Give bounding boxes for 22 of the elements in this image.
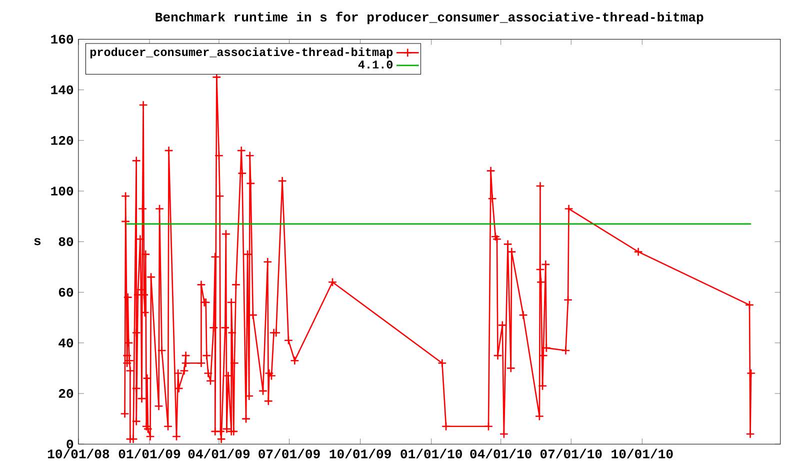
x-tick-label: 07/01/09 xyxy=(258,448,320,459)
y-tick-label: 160 xyxy=(51,34,74,44)
legend-label: producer_consumer_associative-thread-bitmap xyxy=(90,48,393,59)
y-tick-label: 120 xyxy=(51,136,74,146)
x-tick-label: 01/01/10 xyxy=(400,448,462,459)
y-tick-label: 100 xyxy=(51,186,74,196)
y-tick-label: 80 xyxy=(58,237,74,246)
y-tick-label: 60 xyxy=(58,288,74,297)
x-tick-label: 01/01/09 xyxy=(118,448,180,459)
x-tick-label: 07/01/10 xyxy=(540,448,602,459)
y-axis-title: s xyxy=(34,238,41,246)
y-tick-label: 40 xyxy=(58,338,74,348)
y-tick-label: 0 xyxy=(66,440,74,449)
x-tick-label: 04/01/09 xyxy=(188,448,250,459)
x-tick-label: 10/01/08 xyxy=(48,448,110,459)
chart-title: Benchmark runtime in s for producer_consumer_associative-thread-bitmap xyxy=(156,12,704,24)
x-tick-label: 04/01/10 xyxy=(470,448,532,459)
x-tick-label: 10/01/10 xyxy=(612,448,673,459)
y-tick-label: 140 xyxy=(51,86,74,94)
y-tick-label: 20 xyxy=(58,389,74,398)
legend-label: 4.1.0 xyxy=(358,60,393,69)
x-tick-label: 10/01/09 xyxy=(330,448,391,459)
